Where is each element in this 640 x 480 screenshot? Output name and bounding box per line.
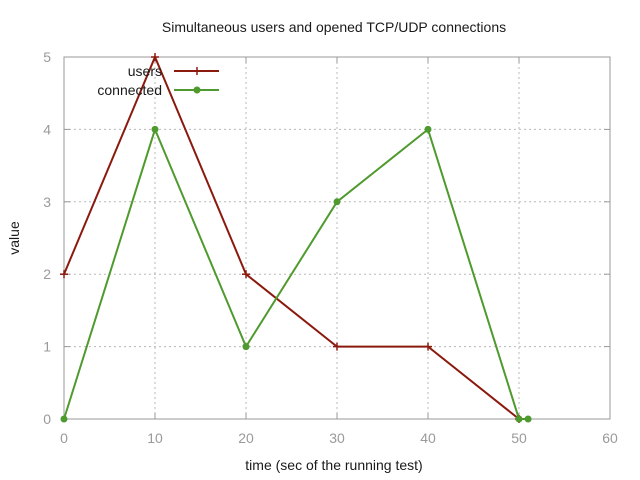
y-tick-label: 4 xyxy=(43,121,51,137)
x-tick-label: 60 xyxy=(602,430,618,446)
data-point-users xyxy=(333,342,341,351)
legend-label-users: users xyxy=(128,63,162,79)
data-point-connected xyxy=(242,343,250,351)
y-tick-label: 5 xyxy=(43,49,51,65)
y-axis-label: value xyxy=(6,221,22,255)
y-tick-label: 2 xyxy=(43,266,51,282)
x-tick-label: 50 xyxy=(511,430,527,446)
x-tick-label: 30 xyxy=(329,430,345,446)
legend: users connected xyxy=(97,63,219,98)
x-axis-label: time (sec of the running test) xyxy=(245,457,422,473)
y-tick-label: 3 xyxy=(43,194,51,210)
legend-marker-connected xyxy=(193,86,201,94)
legend-point-users xyxy=(193,67,201,75)
series-line-users xyxy=(63,54,520,420)
data-point-connected xyxy=(60,415,68,423)
x-tick-label: 10 xyxy=(147,430,163,446)
x-tick-label: 20 xyxy=(238,430,254,446)
data-point-connected xyxy=(151,125,159,133)
data-point-connected xyxy=(333,198,341,206)
series-layer xyxy=(60,53,532,423)
legend-marker-users xyxy=(193,67,201,75)
y-tick-label: 1 xyxy=(43,339,51,355)
chart-title: Simultaneous users and opened TCP/UDP co… xyxy=(162,19,506,35)
grid-layer xyxy=(64,57,610,419)
legend-label-connected: connected xyxy=(97,82,162,98)
data-point-connected xyxy=(515,415,523,423)
x-axis-ticks: 0 10 20 30 40 50 60 xyxy=(60,57,618,446)
data-point-users xyxy=(151,53,159,61)
y-axis-ticks: 0 1 2 3 4 5 xyxy=(43,49,610,427)
x-tick-label: 0 xyxy=(60,430,68,446)
data-point-connected xyxy=(424,125,432,133)
data-point-connected xyxy=(524,415,532,423)
series-line-connected xyxy=(63,126,529,420)
data-point-users xyxy=(424,342,432,351)
data-point-users xyxy=(242,270,250,279)
series-connected xyxy=(60,125,532,423)
series-users xyxy=(60,53,523,423)
y-tick-label: 0 xyxy=(43,411,51,427)
data-point-users xyxy=(60,270,68,279)
legend-point-connected xyxy=(193,86,201,94)
x-tick-label: 40 xyxy=(420,430,436,446)
